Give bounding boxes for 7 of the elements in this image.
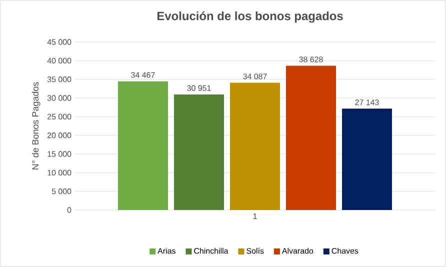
bar <box>174 94 224 210</box>
bar <box>230 82 280 210</box>
bar <box>286 66 336 210</box>
chart-title: Evolución de los bonos pagados <box>157 11 343 23</box>
bar <box>342 108 392 210</box>
bar <box>118 81 168 210</box>
y-axis-title: N° de Bonos Pagados <box>32 82 40 170</box>
